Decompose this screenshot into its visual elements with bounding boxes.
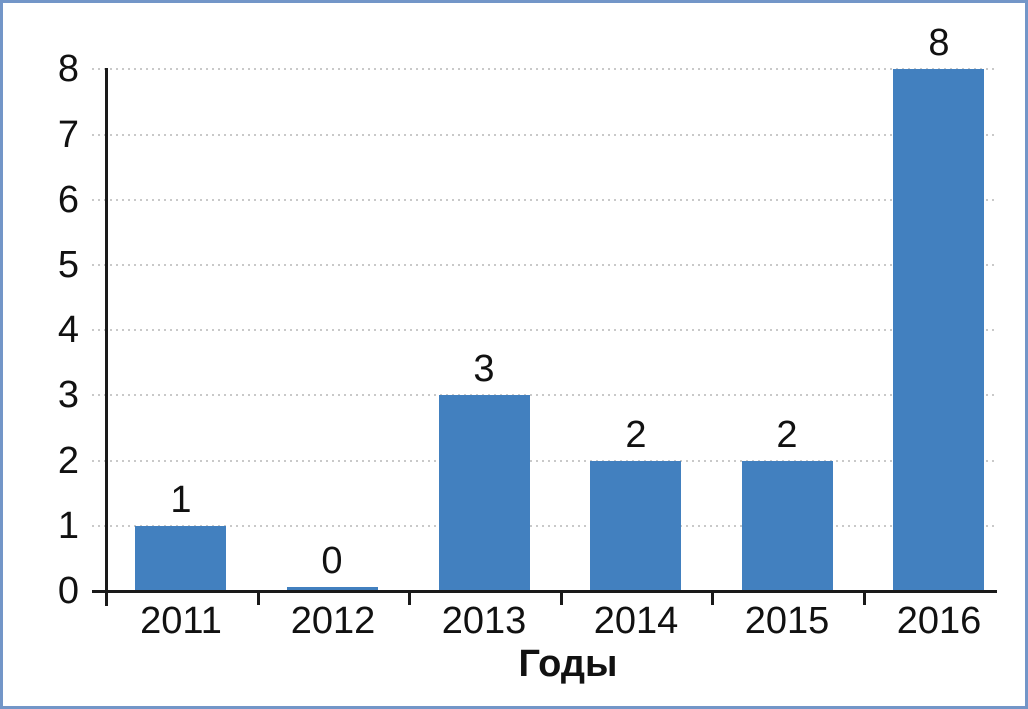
y-tick-label: 5 bbox=[57, 244, 79, 286]
bar-2012 bbox=[287, 587, 378, 591]
bar-value-label: 3 bbox=[473, 348, 495, 390]
bar-2013 bbox=[439, 395, 530, 591]
y-tick-label: 7 bbox=[57, 114, 79, 156]
x-axis-title: Годы bbox=[518, 643, 618, 685]
x-axis-tick bbox=[711, 593, 714, 605]
gridline bbox=[92, 198, 997, 201]
bar-2016 bbox=[893, 69, 984, 591]
x-tick-label: 2012 bbox=[290, 600, 376, 642]
y-tick-label: 0 bbox=[57, 570, 79, 612]
bar-value-label: 8 bbox=[928, 22, 950, 64]
gridline bbox=[92, 524, 997, 527]
gridline bbox=[92, 264, 997, 266]
y-axis bbox=[105, 68, 108, 606]
gridline bbox=[92, 459, 997, 462]
y-tick-label: 2 bbox=[57, 440, 79, 482]
y-tick-label: 6 bbox=[57, 179, 79, 221]
gridline bbox=[92, 133, 997, 136]
x-axis-tick bbox=[408, 593, 411, 605]
bar-value-label: 1 bbox=[170, 479, 192, 521]
x-tick-label: 2015 bbox=[744, 600, 830, 642]
y-tick-label: 4 bbox=[57, 309, 79, 351]
bar-value-label: 2 bbox=[776, 414, 798, 456]
bar-2014 bbox=[590, 461, 681, 591]
gridline bbox=[92, 329, 997, 332]
x-axis-tick bbox=[257, 593, 260, 605]
x-axis-tick bbox=[560, 593, 563, 605]
x-tick-label: 2013 bbox=[441, 600, 527, 642]
gridline bbox=[92, 394, 997, 397]
bar-value-label: 0 bbox=[321, 540, 343, 582]
gridline bbox=[92, 68, 997, 71]
x-tick-label: 2014 bbox=[593, 600, 679, 642]
x-axis-tick bbox=[863, 593, 866, 605]
bar-chart-plot-area: 1 0 3 2 2 8 0 1 2 3 4 5 6 7 8 2011 2012 2013 2014 2015 2016 bbox=[3, 3, 1025, 706]
x-tick-label: 2016 bbox=[896, 600, 982, 642]
bar-2011 bbox=[135, 526, 226, 591]
y-tick-label: 1 bbox=[57, 505, 79, 547]
y-tick-label: 8 bbox=[57, 48, 79, 90]
bar-2015 bbox=[742, 461, 833, 591]
y-tick-label: 3 bbox=[57, 374, 79, 416]
bar-value-label: 2 bbox=[625, 414, 647, 456]
x-axis bbox=[92, 590, 997, 593]
x-tick-label: 2011 bbox=[140, 600, 222, 642]
